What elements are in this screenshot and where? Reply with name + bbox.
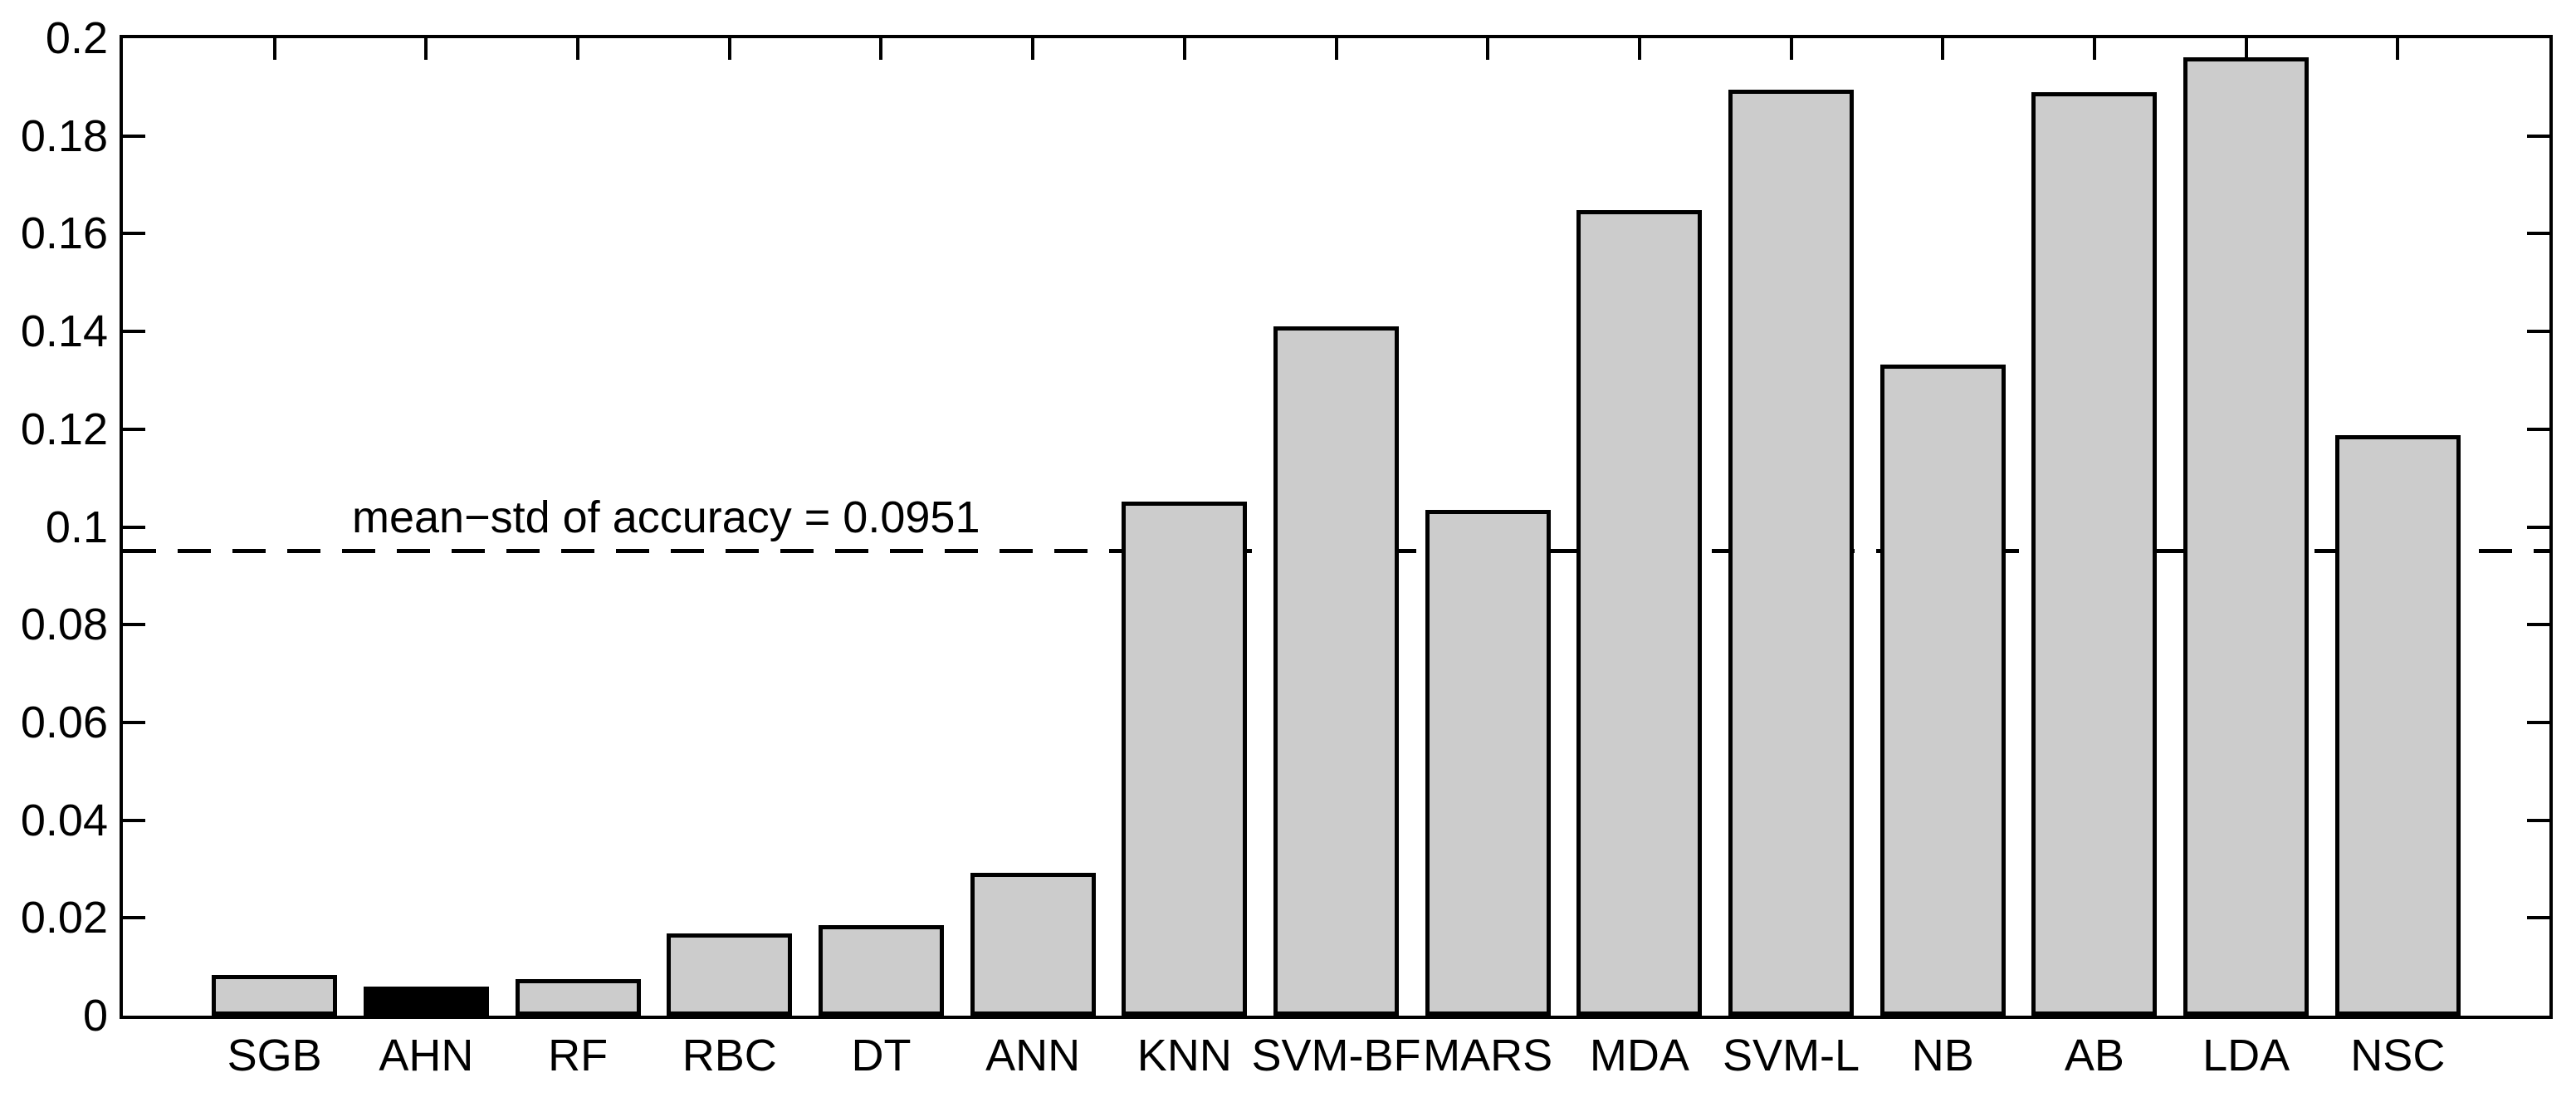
bar-sgb [212,975,338,1016]
bar-rf [515,979,641,1016]
x-tick-nsc [2396,38,2400,60]
x-tick-svm-l [1789,38,1793,60]
bar-dt [818,925,944,1016]
y-tick-left [123,916,145,919]
y-tick-left [123,428,145,431]
x-tick-rbc [727,38,731,60]
x-label-dt: DT [851,1031,912,1080]
x-label-svm-l: SVM-L [1723,1031,1860,1080]
x-label-rf: RF [548,1031,609,1080]
y-tick-left [123,819,145,822]
bar-ab [2031,92,2158,1016]
y-tick-label: 0.18 [20,111,108,161]
y-tick-right [2527,330,2549,333]
y-tick-right [2527,428,2549,431]
y-tick-label: 0.12 [20,404,108,454]
bar-mars [1425,510,1551,1016]
y-tick-left [123,135,145,138]
bar-rbc [667,933,793,1016]
y-tick-label: 0.2 [45,13,108,63]
x-tick-ab [2092,38,2096,60]
x-tick-sgb [272,38,276,60]
y-tick-left [123,623,145,626]
x-tick-mda [1637,38,1641,60]
x-label-svm-bf: SVM-BF [1251,1031,1421,1080]
y-tick-left [123,721,145,724]
y-tick-right [2527,916,2549,919]
y-tick-right [2527,135,2549,138]
bar-nb [1879,365,2006,1016]
y-tick-label: 0.02 [20,893,108,943]
y-tick-right [2527,232,2549,235]
y-tick-label: 0.04 [20,796,108,845]
x-tick-nb [1941,38,1945,60]
y-tick-label: 0.16 [20,208,108,258]
y-tick-label: 0.08 [20,600,108,649]
x-label-nsc: NSC [2350,1031,2446,1080]
x-label-lda: LDA [2202,1031,2290,1080]
x-tick-rf [576,38,580,60]
x-tick-ann [1031,38,1035,60]
x-label-knn: KNN [1136,1031,1232,1080]
bar-svm-l [1728,90,1855,1016]
y-tick-left [123,526,145,529]
x-tick-ahn [424,38,428,60]
bar-knn [1122,502,1248,1016]
y-tick-left [123,330,145,333]
x-label-mars: MARS [1423,1031,1553,1080]
x-tick-lda [2244,38,2248,60]
y-tick-right [2527,526,2549,529]
x-tick-dt [879,38,883,60]
y-tick-right [2527,819,2549,822]
y-tick-right [2527,721,2549,724]
bar-nsc [2334,435,2461,1016]
bar-ahn [363,987,489,1016]
x-label-ann: ANN [985,1031,1081,1080]
y-tick-label: 0.1 [45,502,108,552]
bar-svm-bf [1273,326,1399,1016]
plot-area: mean−std of accuracy = 0.0951 [120,35,2553,1019]
x-label-rbc: RBC [682,1031,777,1080]
bar-lda [2183,57,2310,1016]
x-label-ahn: AHN [379,1031,474,1080]
threshold-annotation: mean−std of accuracy = 0.0951 [352,492,980,542]
bar-ann [970,873,1096,1016]
y-tick-label: 0.06 [20,698,108,747]
y-tick-label: 0 [82,991,108,1041]
x-label-mda: MDA [1589,1031,1689,1080]
x-label-nb: NB [1911,1031,1974,1080]
x-label-sgb: SGB [227,1031,322,1080]
x-tick-svm-bf [1334,38,1338,60]
x-label-ab: AB [2064,1031,2124,1080]
x-tick-knn [1182,38,1186,60]
y-tick-right [2527,623,2549,626]
y-tick-label: 0.14 [20,306,108,356]
y-tick-left [123,232,145,235]
x-tick-mars [1486,38,1490,60]
bar-mda [1576,210,1703,1016]
